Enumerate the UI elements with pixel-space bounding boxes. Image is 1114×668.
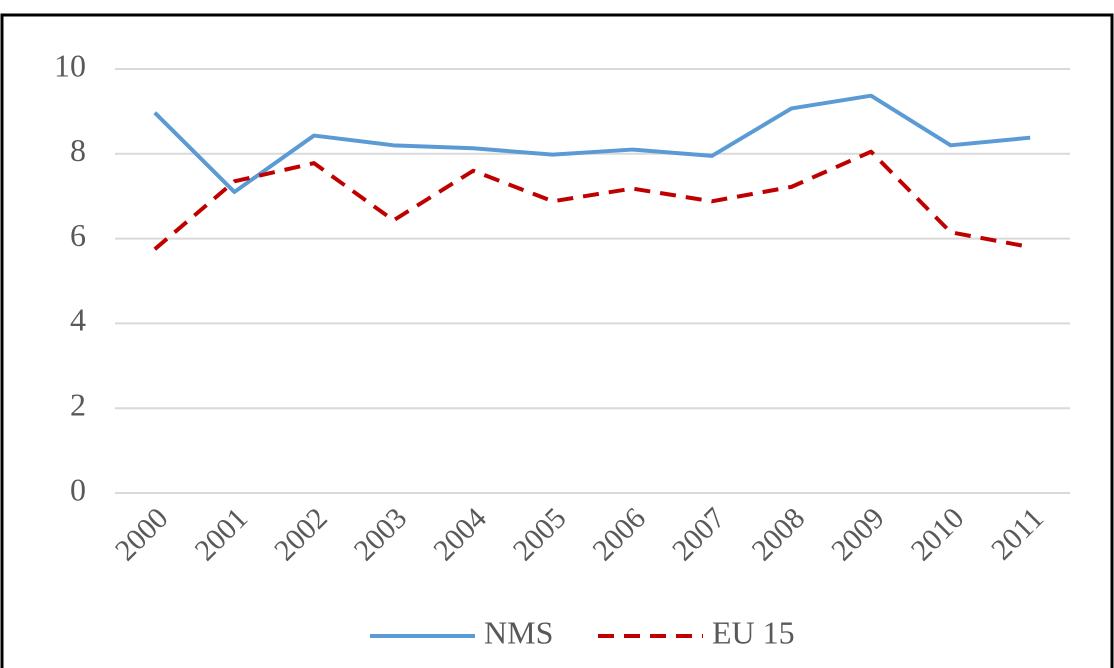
y-tick-label: 4 — [70, 302, 86, 338]
y-tick-label: 6 — [70, 217, 86, 253]
legend-label: NMS — [484, 614, 553, 650]
series-line — [153, 149, 1031, 251]
y-tick-label: 2 — [70, 387, 86, 423]
chart-frame — [0, 13, 1114, 668]
series-line — [153, 93, 1031, 194]
y-tick-label: 0 — [70, 471, 86, 507]
y-tick-label: 10 — [54, 47, 86, 83]
y-tick-label: 8 — [70, 132, 86, 168]
legend-label: EU 15 — [712, 614, 795, 650]
